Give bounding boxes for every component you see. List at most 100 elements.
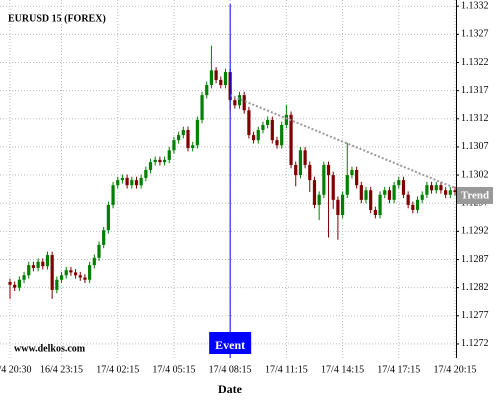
candle-body xyxy=(97,244,101,258)
candle-body xyxy=(439,185,443,191)
candle-body xyxy=(308,164,312,181)
candle-body xyxy=(251,135,256,141)
candle-body xyxy=(322,164,326,195)
candle-body xyxy=(242,95,246,111)
candle-body xyxy=(181,130,185,136)
trend-line xyxy=(229,94,456,189)
y-tick-label: 1.1322 xyxy=(461,57,489,68)
candle-body xyxy=(266,119,270,125)
y-tick-label: 1.1307 xyxy=(461,141,489,152)
candle-body xyxy=(397,180,401,186)
candle-body xyxy=(36,261,40,268)
y-tick-label: 1.1277 xyxy=(461,310,489,321)
x-tick-label: 17/4 17:15 xyxy=(377,364,420,375)
candle-body xyxy=(111,185,115,205)
candle-body xyxy=(134,180,139,186)
candle-body xyxy=(387,190,392,200)
candle-body xyxy=(336,199,340,216)
candle-body xyxy=(355,169,359,186)
chart-title: EURUSD 15 (FOREX) xyxy=(8,13,106,24)
y-tick-label: 1.1282 xyxy=(461,282,489,293)
candle-body xyxy=(41,261,45,267)
x-axis-label: Date xyxy=(218,382,243,396)
x-tick-label: 17/4 02:15 xyxy=(96,364,139,375)
x-tick-label: 17/4 05:15 xyxy=(152,364,195,375)
candle-body xyxy=(92,257,96,266)
candle-body xyxy=(116,180,120,186)
candle-body xyxy=(148,162,153,170)
candle-body xyxy=(50,254,54,290)
overlays: Trend Event xyxy=(209,4,493,358)
candle-body xyxy=(45,254,50,267)
candle-body xyxy=(219,79,223,85)
candle-body xyxy=(280,124,284,146)
candle-body xyxy=(378,194,382,216)
candle-body xyxy=(223,72,228,85)
candle-body xyxy=(369,190,373,210)
candle-body xyxy=(326,164,331,176)
candle-body xyxy=(350,169,354,176)
candle-body xyxy=(312,180,317,205)
candle-body xyxy=(22,275,26,280)
candle-body xyxy=(247,110,251,136)
candle-body xyxy=(237,95,242,106)
watermark: www.delkos.com xyxy=(14,343,86,354)
x-tick-label: 16/4 23:15 xyxy=(40,364,83,375)
candle-body xyxy=(392,185,396,200)
candle-body xyxy=(364,190,368,200)
candle-body xyxy=(31,265,36,268)
y-tick-label: 1.1327 xyxy=(461,29,489,40)
candle-body xyxy=(195,119,199,146)
y-tick-label: 1.1292 xyxy=(461,226,489,237)
candle-body xyxy=(359,185,363,200)
candle-body xyxy=(444,190,448,195)
y-tick-label: 1.1317 xyxy=(461,85,489,96)
y-tick-label: 1.1272 xyxy=(461,338,489,349)
x-tick-label: 17/4 14:15 xyxy=(321,364,364,375)
event-label-box xyxy=(209,332,252,354)
candle-body xyxy=(294,164,298,176)
candle-body xyxy=(106,204,110,231)
y-tick-label: 1.1287 xyxy=(461,254,489,265)
candle-body xyxy=(373,209,377,216)
candle-body xyxy=(153,159,157,163)
candle-body xyxy=(191,145,195,149)
candle-body xyxy=(270,119,274,141)
candle-body xyxy=(205,84,209,96)
candle-body xyxy=(8,282,12,285)
candle-body xyxy=(186,130,190,149)
candle-body xyxy=(415,199,420,210)
candle-body xyxy=(125,177,129,186)
candle-body xyxy=(429,185,434,191)
candle-body xyxy=(13,284,17,288)
candle-body xyxy=(209,70,214,85)
candle-body xyxy=(69,270,73,273)
candle-body xyxy=(298,150,303,176)
candle-body xyxy=(59,275,64,280)
candle-body xyxy=(406,194,410,205)
candle-body xyxy=(289,114,293,165)
trend-label-box xyxy=(457,187,493,205)
event-label: Event xyxy=(215,338,245,352)
x-tick-label: 17/4 11:15 xyxy=(265,364,308,375)
candle-body xyxy=(17,279,21,288)
candle-body xyxy=(167,150,171,160)
candle-body xyxy=(214,70,218,80)
y-tick-label: 1.1312 xyxy=(461,113,489,124)
candle-body xyxy=(331,175,335,200)
candle-body xyxy=(411,204,415,210)
candle-body xyxy=(275,140,279,146)
candle-body xyxy=(345,175,349,195)
x-tick-label: 17/4 08:15 xyxy=(209,364,252,375)
candle-body xyxy=(453,190,457,192)
candle-body xyxy=(78,275,82,278)
y-tick-label: 1.1332 xyxy=(461,0,489,11)
candle-body xyxy=(120,177,125,181)
candle-body xyxy=(261,124,265,131)
candle-body xyxy=(425,185,429,195)
candle-body xyxy=(177,135,181,141)
candle-body xyxy=(317,194,321,205)
candle-body xyxy=(448,190,452,195)
candle-body xyxy=(73,272,78,276)
